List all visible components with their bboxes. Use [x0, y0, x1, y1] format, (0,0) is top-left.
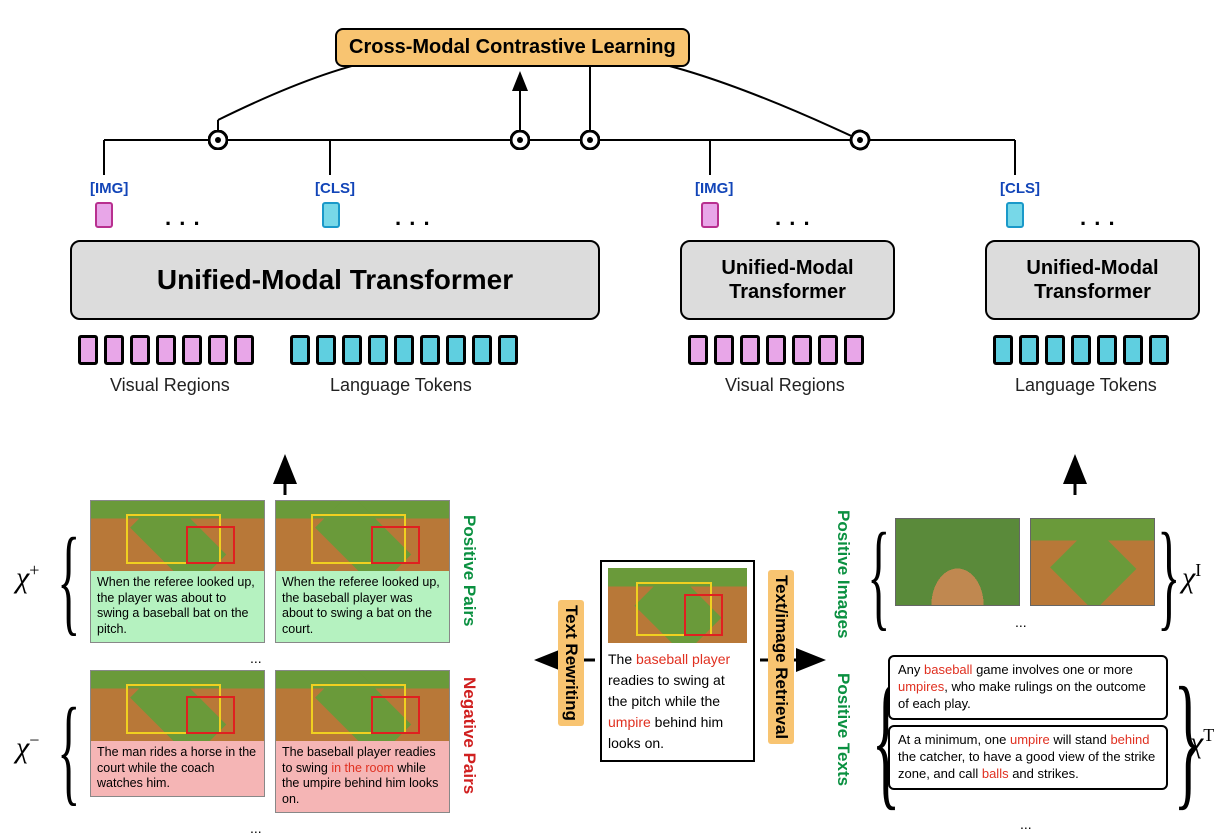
- negative-pairs-label: Negative Pairs: [456, 672, 482, 799]
- center-anchor-card: The baseball player readies to swing at …: [600, 560, 755, 762]
- token-language: [1149, 335, 1169, 365]
- positive-image-2: [1030, 518, 1155, 606]
- chi-minus-symbol: χ−: [16, 730, 39, 765]
- token-visual: [740, 335, 760, 365]
- positive-pair-2-image: [276, 501, 449, 571]
- positive-image-1: [895, 518, 1020, 606]
- visual-regions-label-left: Visual Regions: [110, 375, 230, 396]
- token-visual: [792, 335, 812, 365]
- text-image-retrieval-label: Text/image Retrieval: [768, 570, 794, 744]
- unified-modal-transformer-language: Unified-Modal Transformer: [985, 240, 1200, 320]
- output-token-cls-left: [322, 202, 340, 228]
- text-rewriting-label: Text Rewriting: [558, 600, 584, 726]
- cls-label-small2: [CLS]: [1000, 180, 1040, 197]
- token-language: [1097, 335, 1117, 365]
- positive-pair-2: When the referee looked up, the baseball…: [275, 500, 450, 643]
- token-language: [498, 335, 518, 365]
- token-language: [1071, 335, 1091, 365]
- input-tokens-small1: [688, 335, 864, 365]
- token-visual: [130, 335, 150, 365]
- token-language: [1045, 335, 1065, 365]
- ellipsis: . . .: [165, 205, 201, 231]
- positive-pair-2-caption: When the referee looked up, the baseball…: [276, 571, 449, 642]
- chi-t-symbol: χT: [1190, 725, 1214, 760]
- token-visual: [714, 335, 734, 365]
- token-language: [472, 335, 492, 365]
- transformer-main-label: Unified-Modal Transformer: [157, 263, 513, 297]
- token-visual: [818, 335, 838, 365]
- negative-pair-2-image: [276, 671, 449, 741]
- ellipsis: . . .: [395, 205, 431, 231]
- token-language: [290, 335, 310, 365]
- output-token-img-left: [95, 202, 113, 228]
- token-visual: [766, 335, 786, 365]
- chi-plus-symbol: χ+: [16, 560, 39, 595]
- token-visual: [78, 335, 98, 365]
- visual-regions-label-right: Visual Regions: [725, 375, 845, 396]
- contrastive-learning-box: Cross-Modal Contrastive Learning: [335, 28, 690, 67]
- chi-i-symbol: χI: [1182, 560, 1201, 595]
- img-label-left: [IMG]: [90, 180, 128, 197]
- ellipsis: . . .: [1080, 205, 1116, 231]
- token-visual: [156, 335, 176, 365]
- positive-text-card-1: Any baseball game involves one or more u…: [888, 655, 1168, 720]
- language-tokens-label-right: Language Tokens: [1015, 375, 1157, 396]
- negative-pair-1-caption: The man rides a horse in the court while…: [91, 741, 264, 796]
- contrastive-learning-label: Cross-Modal Contrastive Learning: [349, 36, 676, 58]
- token-visual: [208, 335, 228, 365]
- language-tokens-label-left: Language Tokens: [330, 375, 472, 396]
- positive-pair-1-image: [91, 501, 264, 571]
- positive-texts-label: Positive Texts: [830, 668, 856, 791]
- input-tokens-small2: [993, 335, 1169, 365]
- token-visual: [182, 335, 202, 365]
- token-language: [342, 335, 362, 365]
- token-visual: [688, 335, 708, 365]
- ellipsis: ...: [1015, 614, 1027, 630]
- transformer-language-label: Unified-Modal Transformer: [1026, 256, 1158, 304]
- positive-pair-1: When the referee looked up, the player w…: [90, 500, 265, 643]
- output-token-img-small1: [701, 202, 719, 228]
- negative-pair-1-image: [91, 671, 264, 741]
- token-visual: [104, 335, 124, 365]
- token-language: [368, 335, 388, 365]
- img-label-small1: [IMG]: [695, 180, 733, 197]
- cls-label-left: [CLS]: [315, 180, 355, 197]
- token-visual: [844, 335, 864, 365]
- positive-images-label: Positive Images: [830, 505, 856, 644]
- token-language: [993, 335, 1013, 365]
- token-language: [420, 335, 440, 365]
- ellipsis: ...: [250, 820, 262, 836]
- unified-modal-transformer-visual: Unified-Modal Transformer: [680, 240, 895, 320]
- negative-pair-2: The baseball player readies to swing in …: [275, 670, 450, 813]
- positive-pairs-label: Positive Pairs: [456, 510, 482, 632]
- ellipsis: . . .: [775, 205, 811, 231]
- token-language: [1123, 335, 1143, 365]
- ellipsis: ...: [1020, 816, 1032, 832]
- input-tokens-left-language: [290, 335, 518, 365]
- center-anchor-image: [608, 568, 747, 643]
- token-language: [446, 335, 466, 365]
- output-token-cls-small2: [1006, 202, 1024, 228]
- token-visual: [234, 335, 254, 365]
- unified-modal-transformer-main: Unified-Modal Transformer: [70, 240, 600, 320]
- input-tokens-left-visual: [78, 335, 254, 365]
- ellipsis: ...: [250, 650, 262, 666]
- token-language: [394, 335, 414, 365]
- negative-pair-2-caption: The baseball player readies to swing in …: [276, 741, 449, 812]
- token-language: [1019, 335, 1039, 365]
- transformer-visual-label: Unified-Modal Transformer: [721, 256, 853, 304]
- negative-pair-1: The man rides a horse in the court while…: [90, 670, 265, 797]
- positive-pair-1-caption: When the referee looked up, the player w…: [91, 571, 264, 642]
- center-anchor-caption: The baseball player readies to swing at …: [608, 649, 747, 754]
- positive-text-card-2: At a minimum, one umpire will stand behi…: [888, 725, 1168, 790]
- token-language: [316, 335, 336, 365]
